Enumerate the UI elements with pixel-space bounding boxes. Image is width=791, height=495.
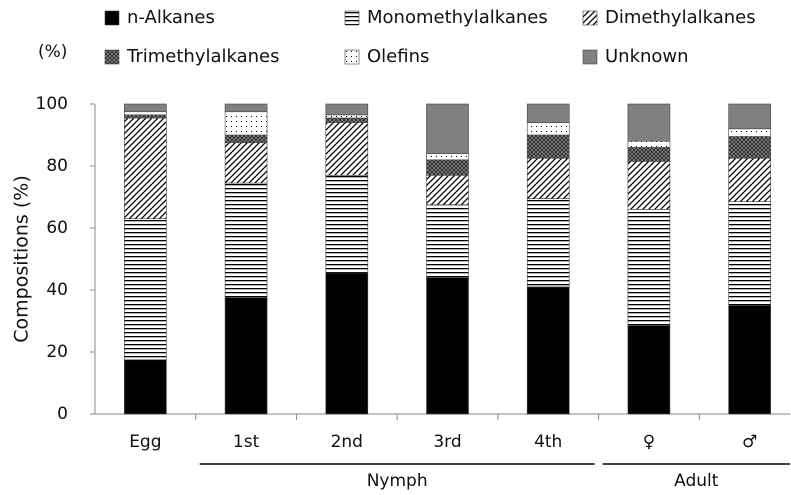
- x-tick-label: ♀: [643, 432, 655, 452]
- bar-segment: [526, 103, 570, 123]
- legend-swatch: [582, 49, 598, 65]
- bar-segment: [325, 114, 369, 119]
- bar-segment: [224, 182, 268, 299]
- legend-label: Monomethylalkanes: [367, 7, 548, 28]
- bar-segment: [426, 153, 469, 161]
- bar-segment: [124, 218, 167, 361]
- x-tick-label: 2nd: [331, 432, 363, 452]
- bar-segment: [124, 117, 167, 219]
- y-tick-label: 80: [46, 156, 68, 176]
- legend-swatch: [344, 10, 360, 26]
- bar-segment: [627, 140, 671, 148]
- bar-segment: [728, 103, 771, 130]
- y-tick-label: 0: [57, 404, 68, 424]
- bar-segment: [728, 136, 771, 159]
- group-label: Nymph: [367, 471, 428, 491]
- bar-segment: [325, 272, 369, 415]
- bar-segment: [426, 103, 469, 154]
- legend-label: Trimethylalkanes: [126, 46, 280, 67]
- y-unit-label: (%): [38, 42, 67, 62]
- legend-swatch: [582, 10, 598, 26]
- bar-segment: [325, 175, 369, 274]
- legend-swatch: [104, 49, 120, 65]
- bar-segment: [325, 103, 369, 116]
- bar-segment: [224, 111, 268, 136]
- bar-segment: [627, 103, 671, 142]
- y-axis-label: Compositions (%): [11, 175, 33, 342]
- x-tick-label: 1st: [233, 432, 260, 452]
- y-tick-label: 100: [36, 94, 68, 114]
- legend-swatch: [104, 10, 120, 26]
- bar-segment: [526, 134, 570, 159]
- bar-segment: [526, 157, 570, 199]
- bar-segment: [224, 142, 268, 184]
- bar-segment: [728, 157, 771, 202]
- bar-segment: [224, 103, 268, 113]
- bar-segment: [426, 159, 469, 176]
- bar-segment: [124, 359, 167, 415]
- legend-label: Unknown: [605, 46, 689, 67]
- legend-label: Olefins: [367, 46, 429, 67]
- bar-segment: [728, 305, 771, 415]
- y-tick-label: 20: [46, 342, 68, 362]
- bar-segment: [526, 286, 570, 415]
- legend-swatch: [344, 49, 360, 65]
- bar-segment: [224, 134, 268, 144]
- bar-segment: [325, 122, 369, 176]
- bar-segment: [627, 209, 671, 326]
- legend-label: Dimethylalkanes: [605, 7, 756, 28]
- bar-segment: [627, 147, 671, 162]
- y-tick-label: 60: [46, 218, 68, 238]
- bar-segment: [124, 103, 167, 113]
- bar-segment: [124, 114, 167, 119]
- bar-segment: [728, 201, 771, 306]
- bar-segment: [728, 128, 771, 137]
- x-tick-label: ♂: [742, 432, 757, 452]
- x-tick-label: Egg: [129, 432, 161, 452]
- bar-segment: [325, 117, 369, 123]
- x-tick-label: 4th: [534, 432, 562, 452]
- bar-segment: [526, 122, 570, 136]
- bar-segment: [426, 204, 469, 278]
- bar-segment: [627, 325, 671, 415]
- bar-segment: [627, 161, 671, 210]
- bar-segment: [526, 198, 570, 288]
- legend-label: n-Alkanes: [127, 7, 215, 28]
- bar-segment: [224, 297, 268, 415]
- y-tick-label: 40: [46, 280, 68, 300]
- bar-segment: [124, 111, 167, 116]
- bar-segment: [426, 175, 469, 206]
- x-tick-label: 3rd: [433, 432, 461, 452]
- group-label: Adult: [674, 471, 719, 491]
- bar-segment: [426, 277, 469, 415]
